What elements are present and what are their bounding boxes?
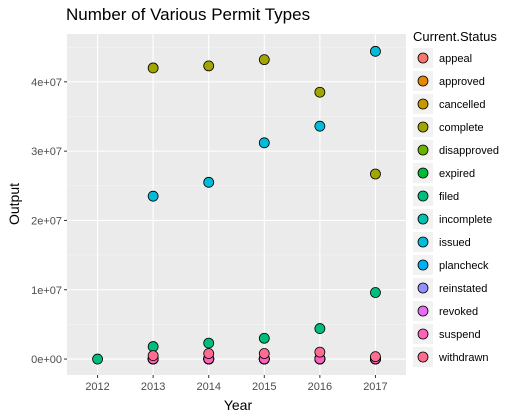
point-withdrawn: [147, 350, 159, 361]
legend-item-appeal: appeal: [413, 48, 472, 68]
legend-label: appeal: [439, 53, 472, 65]
legend-item-revoked: revoked: [413, 301, 478, 321]
legend-key-point: [417, 282, 429, 294]
x-tick-label: 2014: [196, 381, 220, 393]
legend-label: revoked: [439, 306, 478, 318]
legend-item-plancheck: plancheck: [413, 255, 489, 275]
point-complete: [203, 60, 215, 72]
point-issued: [147, 190, 159, 202]
chart-title: Number of Various Permit Types: [66, 5, 310, 24]
legend-label: filed: [439, 191, 459, 203]
data-points: [92, 45, 381, 365]
legend: Current.Status appeal approved cancelled co…: [413, 29, 499, 367]
point-filed: [203, 337, 215, 349]
legend-item-disapproved: disapproved: [413, 140, 499, 160]
y-tick-label: 1e+07: [31, 285, 62, 297]
point-filed: [147, 341, 159, 352]
legend-item-suspend: suspend: [413, 324, 481, 344]
legend-key-point: [417, 351, 429, 363]
legend-label: reinstated: [439, 283, 487, 295]
y-tick-label: 0e+00: [31, 354, 62, 366]
legend-key-point: [417, 305, 429, 317]
point-filed: [258, 332, 270, 344]
point-complete: [258, 54, 270, 66]
point-withdrawn: [203, 348, 215, 359]
point-issued: [203, 176, 215, 188]
legend-label: complete: [439, 122, 484, 134]
legend-key-point: [417, 98, 429, 110]
point-withdrawn: [258, 348, 270, 359]
legend-key-point: [417, 144, 429, 156]
legend-item-reinstated: reinstated: [413, 278, 487, 298]
legend-item-complete: complete: [413, 117, 484, 137]
point-complete: [314, 86, 326, 98]
legend-label: cancelled: [439, 99, 485, 111]
y-tick-label: 4e+07: [31, 77, 62, 89]
y-tick-label: 2e+07: [31, 215, 62, 227]
x-tick-label: 2016: [308, 381, 332, 393]
legend-label: plancheck: [439, 260, 489, 272]
legend-item-withdrawn: withdrawn: [413, 347, 489, 367]
point-complete: [147, 62, 159, 74]
legend-key-point: [417, 236, 429, 248]
y-axis-title: Output: [6, 183, 22, 225]
point-withdrawn: [314, 346, 326, 358]
y-axis-ticks: 0e+00 1e+07 2e+07 3e+07 4e+07: [31, 77, 67, 366]
legend-item-filed: filed: [413, 186, 459, 206]
legend-key-point: [417, 121, 429, 133]
minor-gridlines: [67, 46, 406, 325]
legend-title: Current.Status: [413, 29, 497, 44]
legend-key-point: [417, 52, 429, 64]
x-tick-label: 2015: [252, 381, 276, 393]
x-tick-label: 2017: [363, 381, 387, 393]
point-filed: [314, 323, 326, 334]
major-gridlines: [67, 34, 406, 375]
point-issued: [370, 45, 381, 57]
point-issued: [258, 137, 270, 149]
x-axis-ticks: 2012 2013 2014 2015 2016 2017: [85, 375, 388, 393]
point-filed: [370, 287, 381, 298]
x-axis-title: Year: [224, 397, 253, 413]
y-tick-label: 3e+07: [31, 146, 62, 158]
legend-item-cancelled: cancelled: [413, 94, 485, 114]
legend-label: expired: [439, 168, 475, 180]
legend-key-point: [417, 328, 429, 340]
legend-item-issued: issued: [413, 232, 471, 252]
legend-label: incomplete: [439, 214, 492, 226]
point-complete: [370, 168, 381, 180]
legend-key-point: [417, 213, 429, 225]
point-filed: [92, 353, 103, 365]
legend-key-point: [417, 190, 429, 202]
legend-label: withdrawn: [438, 352, 489, 364]
x-tick-label: 2012: [85, 381, 109, 393]
point-issued: [314, 120, 326, 132]
legend-item-expired: expired: [413, 163, 475, 183]
legend-item-approved: approved: [413, 71, 485, 91]
plot-panel: [67, 34, 406, 375]
legend-key-point: [417, 167, 429, 179]
legend-item-incomplete: incomplete: [413, 209, 492, 229]
legend-key-point: [417, 75, 429, 87]
legend-label: approved: [439, 76, 485, 88]
legend-label: suspend: [439, 329, 481, 341]
legend-label: issued: [439, 237, 471, 249]
point-withdrawn: [370, 351, 381, 363]
legend-label: disapproved: [439, 145, 499, 157]
legend-key-point: [417, 259, 429, 271]
x-tick-label: 2013: [141, 381, 165, 393]
